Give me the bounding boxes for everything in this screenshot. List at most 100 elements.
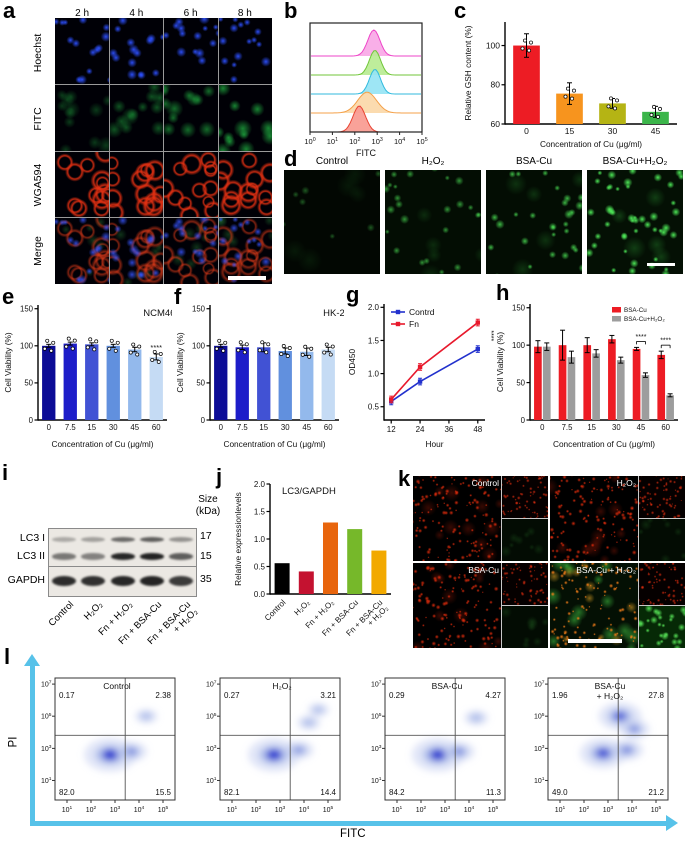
blot-band: [110, 553, 135, 560]
svg-text:103: 103: [41, 744, 52, 753]
blot-band: [110, 576, 135, 586]
svg-text:102: 102: [349, 137, 360, 146]
svg-text:0: 0: [524, 126, 529, 136]
micrograph-a-wga594-2h: [55, 151, 109, 218]
stain-row-label: WGA594: [32, 163, 44, 207]
svg-text:Contrd: Contrd: [409, 307, 435, 317]
condition-label: Control: [315, 156, 349, 167]
blot-kda-value: 35: [200, 573, 212, 585]
micrograph-a-hoechst-8h: [218, 18, 272, 84]
timepoint-header: 2 h: [75, 8, 90, 19]
svg-text:100: 100: [512, 341, 526, 350]
svg-text:82.1: 82.1: [224, 788, 240, 797]
panel-c-gsh-bar-chart: 60 80 100 0 15 30 45 Concentration of Cu (μg/ml…: [463, 22, 677, 149]
svg-text:82.0: 82.0: [59, 788, 75, 797]
svg-text:0.0: 0.0: [254, 590, 266, 599]
svg-text:0: 0: [201, 416, 206, 425]
timepoint-header: 6 h: [183, 8, 198, 19]
svg-text:1.5: 1.5: [368, 336, 380, 345]
panel-k-cell-bsa-cu: BSA-Cu: [413, 563, 548, 648]
svg-text:0.29: 0.29: [389, 691, 405, 700]
svg-text:103: 103: [275, 805, 286, 814]
panel-k-cell-bsa-cu-h2o2: BSA-Cu + H₂O₂: [550, 563, 685, 648]
blot-band-label: GAPDH: [7, 574, 45, 586]
svg-text:Concentration of Cu (μg/ml): Concentration of Cu (μg/ml): [540, 139, 642, 149]
inset-green-bsa-cu-h2o2: [639, 606, 685, 648]
svg-text:HK-2: HK-2: [323, 308, 344, 319]
svg-text:30: 30: [608, 126, 618, 136]
svg-text:105: 105: [371, 712, 382, 721]
svg-text:50: 50: [516, 378, 525, 387]
svg-text:104: 104: [299, 805, 310, 814]
inset-red-bsa-cu-h2o2: [639, 563, 685, 605]
inset-green-control: [502, 519, 548, 561]
condition-label: BSA-Cu+H₂O₂: [602, 156, 668, 167]
svg-text:107: 107: [41, 680, 52, 689]
svg-text:104: 104: [464, 805, 475, 814]
micrograph-a-merge-2h: [55, 218, 109, 284]
svg-text:30: 30: [612, 423, 621, 432]
svg-text:****: ****: [150, 343, 162, 352]
svg-text:21.2: 21.2: [648, 788, 664, 797]
blot-size-header-line2: (kDa): [195, 505, 221, 517]
svg-text:100: 100: [20, 342, 34, 351]
condition-label: BSA-Cu + H₂O₂: [576, 565, 636, 575]
svg-text:0: 0: [219, 423, 224, 432]
svg-text:0: 0: [29, 416, 34, 425]
micrograph-a-hoechst-2h: [55, 18, 109, 84]
fitc-axis-arrowhead-icon: [666, 815, 678, 831]
svg-text:3.21: 3.21: [320, 691, 336, 700]
svg-text:Cell Viability (%): Cell Viability (%): [3, 332, 13, 392]
blot-band: [81, 576, 106, 586]
svg-text:15: 15: [259, 423, 268, 432]
condition-label: BSA-Cu: [468, 565, 499, 575]
svg-text:100: 100: [192, 342, 206, 351]
svg-text:Fn: Fn: [409, 319, 419, 329]
svg-text:48: 48: [473, 425, 482, 434]
panel-k-cell-h2o2: H₂O₂: [550, 476, 685, 561]
svg-text:101: 101: [392, 805, 403, 814]
svg-text:11.3: 11.3: [486, 788, 502, 797]
panel-a-micrograph-grid: [55, 18, 272, 284]
svg-text:0: 0: [521, 416, 526, 425]
micrograph-k-bsa-cu: [413, 563, 501, 648]
panel-j-label: j: [216, 464, 223, 489]
svg-text:****: ****: [660, 338, 671, 345]
condition-label: Control: [471, 478, 499, 488]
svg-text:101: 101: [371, 776, 382, 785]
inset-green-bsa-cu: [502, 606, 548, 648]
svg-text:Control: Control: [263, 598, 288, 623]
svg-text:1.5: 1.5: [254, 507, 266, 516]
flow-plot-control: 107 105 103 101 101 102 103 104 105 Control 0.17 2.…: [41, 677, 176, 814]
svg-text:101: 101: [206, 776, 217, 785]
pi-axis-arrow: [30, 666, 35, 824]
panel-l-label: l: [4, 644, 11, 669]
svg-text:50: 50: [196, 379, 205, 388]
svg-text:102: 102: [416, 805, 427, 814]
blot-band: [81, 553, 106, 560]
svg-text:150: 150: [192, 305, 206, 314]
svg-text:104: 104: [394, 137, 405, 146]
blot-band-label: LC3 I: [19, 532, 45, 544]
micrograph-d-h2o2: [385, 170, 481, 274]
svg-text:7.5: 7.5: [562, 423, 574, 432]
svg-text:15: 15: [87, 423, 96, 432]
svg-text:+ H₂O₂: + H₂O₂: [597, 691, 624, 701]
blot-band: [139, 537, 164, 542]
svg-text:0.5: 0.5: [254, 562, 266, 571]
inset-green-h2o2: [639, 519, 685, 561]
blot-band: [169, 537, 194, 542]
pi-axis-label: PI: [7, 736, 20, 748]
svg-text:2.38: 2.38: [155, 691, 171, 700]
micrograph-d-control: [284, 170, 380, 274]
svg-text:103: 103: [371, 744, 382, 753]
panel-b-label: b: [284, 0, 298, 23]
svg-text:H₂O₂: H₂O₂: [292, 598, 311, 617]
micrograph-d-bsa-cu-h2o2: [587, 170, 683, 274]
micrograph-a-merge-4h: [109, 218, 163, 284]
panel-f-viability-chart: 0 50 100 150 0 7.5 15 30 45 60 Concentration of Cu…: [175, 305, 344, 449]
svg-text:102: 102: [86, 805, 97, 814]
fitc-axis-label: FITC: [340, 828, 366, 840]
svg-text:100: 100: [486, 40, 500, 50]
